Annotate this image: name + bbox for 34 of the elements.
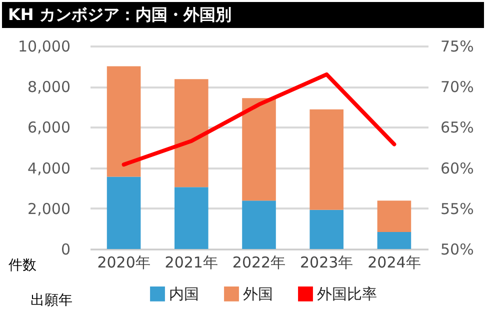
x-tick-label: 2020年 [97, 254, 150, 272]
legend-label: 内国 [169, 284, 199, 303]
x-tick-label: 2023年 [300, 254, 354, 272]
bar [174, 79, 208, 188]
x-tick-label: 2021年 [164, 254, 218, 272]
y2-tick-label: 55% [440, 200, 474, 218]
bar [174, 187, 208, 249]
y-tick-label: 10,000 [18, 38, 70, 56]
x-tick-label: 2022年 [232, 254, 286, 272]
y-tick-label: 8,000 [28, 78, 70, 96]
y2-tick-label: 70% [440, 78, 474, 96]
bar [242, 200, 276, 249]
bar [377, 200, 412, 232]
y-tick-label: 4,000 [28, 159, 70, 178]
x-tick-label: 2024年 [368, 254, 421, 272]
bar [310, 109, 344, 210]
y-axis-title: 件数 [8, 258, 36, 274]
line-series [122, 72, 396, 167]
bar [106, 176, 141, 249]
legend-label: 外国比率 [317, 284, 377, 303]
y-tick-label: 6,000 [28, 118, 70, 137]
bar [106, 66, 141, 177]
legend-label: 外国 [243, 284, 273, 303]
y2-tick-label: 60% [440, 159, 474, 178]
y-tick-label: 0 [60, 240, 70, 258]
bar [242, 98, 276, 201]
y2-tick-label: 50% [440, 240, 474, 258]
x-axis-title: 出願年 [30, 292, 72, 308]
bar [377, 232, 412, 249]
chart-title: KH カンボジア：内国・外国別 [2, 2, 484, 28]
y2-tick-label: 65% [440, 118, 474, 137]
y2-tick-label: 75% [440, 38, 474, 56]
bar [310, 210, 344, 249]
y-tick-label: 2,000 [28, 200, 70, 218]
